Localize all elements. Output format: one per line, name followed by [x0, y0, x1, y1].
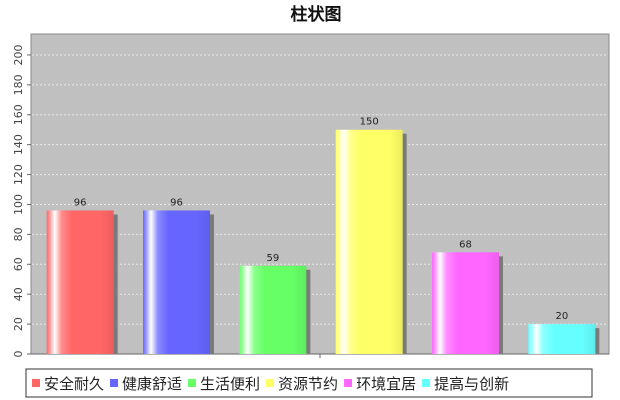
legend-swatch [32, 379, 40, 387]
legend-swatch [422, 379, 431, 387]
y-tick-label: 140 [12, 134, 25, 155]
legend-swatch [110, 379, 119, 387]
legend-label: 资源节约 [278, 375, 338, 393]
bar [239, 265, 307, 354]
y-tick-label: 160 [12, 104, 25, 125]
bar-value-label: 68 [459, 239, 472, 250]
bar [46, 210, 114, 354]
chart-title: 柱状图 [291, 4, 342, 25]
bar-value-label: 96 [74, 197, 87, 208]
legend: 安全耐久 健康舒适 生活便利 资源节约 环境宜居 提高与创新 [25, 368, 593, 398]
bar [432, 252, 499, 354]
legend-label: 生活便利 [200, 375, 260, 393]
plot-area [30, 33, 610, 355]
grid-lines [32, 54, 608, 325]
bar [335, 129, 403, 354]
legend-swatch [344, 379, 353, 387]
legend-box [25, 368, 593, 398]
legend-label: 环境宜居 [356, 375, 416, 393]
bar [528, 324, 596, 354]
data-labels: 96 96 59 150 68 20 [74, 117, 568, 322]
legend-label: 安全耐久 [44, 375, 104, 393]
legend-label: 健康舒适 [122, 375, 182, 393]
y-tick-label: 100 [12, 194, 25, 215]
y-tick-label: 180 [12, 74, 25, 95]
legend-label: 提高与创新 [434, 375, 509, 393]
bar-value-label: 59 [266, 253, 279, 264]
legend-swatch [266, 379, 275, 387]
bars [46, 129, 600, 354]
y-axis: 0 20 40 60 80 100 120 140 160 180 200 [12, 44, 609, 358]
bar-value-label: 96 [170, 197, 183, 208]
y-tick-label: 0 [12, 351, 25, 358]
legend-swatch [188, 379, 197, 387]
y-tick-label: 80 [12, 227, 25, 241]
bar [143, 210, 210, 354]
bar-value-label: 20 [555, 311, 568, 322]
y-tick-label: 60 [12, 257, 25, 271]
y-tick-label: 40 [12, 287, 25, 301]
bar-value-label: 150 [360, 117, 379, 128]
y-tick-label: 200 [12, 44, 25, 65]
y-tick-label: 120 [12, 164, 25, 185]
y-tick-label: 20 [12, 317, 25, 331]
